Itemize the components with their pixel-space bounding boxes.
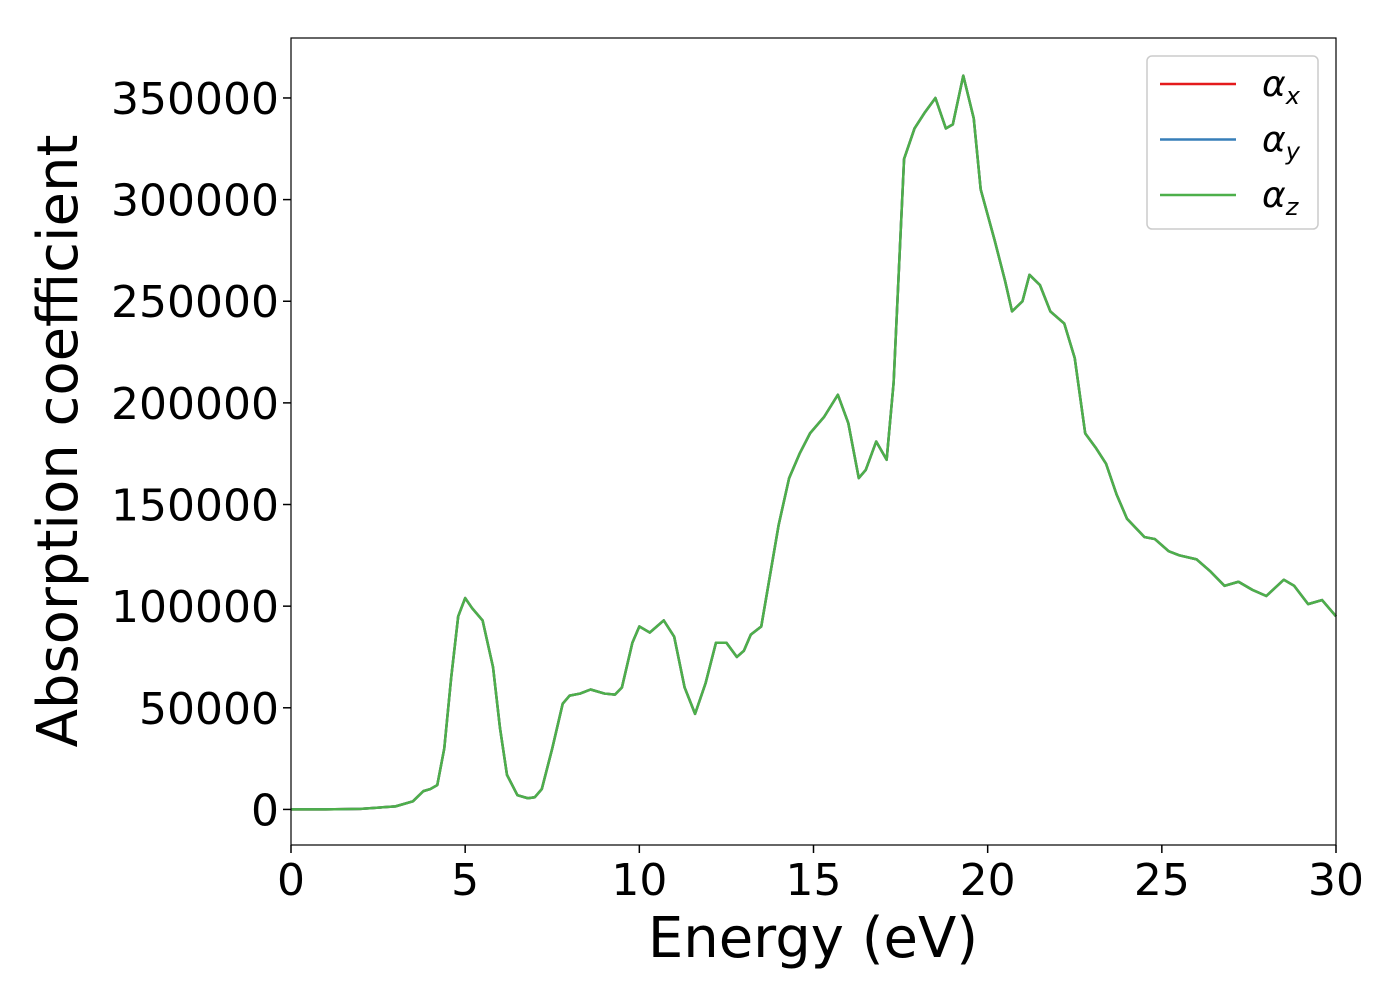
- x-tick-label: 30: [1308, 855, 1364, 906]
- x-tick-label: 15: [786, 855, 842, 906]
- x-tick-label: 10: [611, 855, 667, 906]
- y-tick-label: 200000: [111, 379, 279, 430]
- series-line: [291, 74, 1337, 811]
- y-tick-label: 100000: [111, 582, 279, 633]
- plot-frame: [290, 37, 1337, 846]
- y-tick-label: 350000: [111, 74, 279, 125]
- y-axis-label: Absorption coefficient: [26, 135, 91, 748]
- x-tick-label: 20: [960, 855, 1016, 906]
- legend-box: [1146, 55, 1319, 230]
- legend-label: αx: [1262, 64, 1301, 110]
- y-tick-label: 0: [251, 785, 279, 836]
- legend: αx αy αz: [1146, 55, 1319, 230]
- y-tick-label: 50000: [139, 684, 279, 735]
- x-axis-label: Energy (eV): [648, 906, 978, 971]
- x-tick-label: 0: [277, 855, 305, 906]
- x-tick-label: 5: [451, 855, 479, 906]
- y-tick-label: 150000: [111, 481, 279, 532]
- y-tick-label: 250000: [111, 277, 279, 328]
- y-tick-label: 300000: [111, 176, 279, 227]
- x-tick-label: 25: [1134, 855, 1190, 906]
- legend-label: αz: [1262, 175, 1300, 221]
- legend-label: αy: [1262, 120, 1301, 166]
